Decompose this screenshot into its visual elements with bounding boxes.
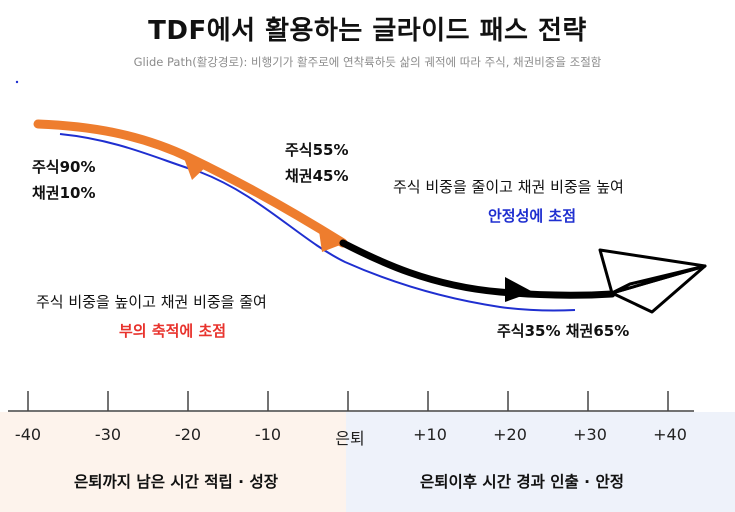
tick-label-retirement: 은퇴 (335, 429, 365, 448)
orange-arrowhead-1 (181, 150, 210, 180)
tick-label: +20 (493, 425, 527, 444)
post-retirement-goal: 안정성에 초점 (488, 207, 577, 225)
pre-retirement-goal: 부의 축적에 초점 (119, 322, 227, 340)
marker-dot (15, 80, 19, 84)
pre-retirement-phase-label: 은퇴까지 남은 시간 적립 · 성장 (74, 473, 278, 491)
tick-label: +30 (573, 425, 607, 444)
tick-label: -30 (94, 425, 122, 444)
tick-label: +40 (653, 425, 687, 444)
post-retirement-path (339, 239, 616, 299)
tick-label: -10 (254, 425, 282, 444)
end-allocation-label: 주식35% 채권65% (497, 322, 630, 340)
mid-stock-label: 주식55% (285, 141, 349, 159)
start-bond-label: 채권10% (32, 184, 96, 202)
tick-label: +10 (413, 425, 447, 444)
page-subtitle: Glide Path(활강경로): 비행기가 활주로에 연착륙하듯 삶의 궤적에… (133, 55, 602, 69)
black-arrowhead (505, 277, 533, 302)
tick-label: -20 (174, 425, 202, 444)
mid-bond-label: 채권45% (285, 167, 349, 185)
thin-glide-line (59, 133, 576, 312)
pre-retirement-description: 주식 비중을 높이고 채권 비중을 줄여 (36, 293, 267, 311)
orange-arrowhead-2 (318, 224, 348, 252)
pre-retirement-panel (0, 412, 346, 512)
x-axis-ticks (27, 391, 669, 411)
post-retirement-panel (346, 412, 735, 512)
start-stock-label: 주식90% (32, 158, 96, 176)
paper-plane-icon (598, 248, 707, 314)
post-retirement-phase-label: 은퇴이후 시간 경과 인출 · 안정 (420, 473, 624, 491)
tick-label: -40 (14, 425, 42, 444)
post-retirement-description: 주식 비중을 줄이고 채권 비중을 높여 (393, 178, 624, 196)
page-title: TDF에서 활용하는 글라이드 패스 전략 (148, 16, 587, 46)
